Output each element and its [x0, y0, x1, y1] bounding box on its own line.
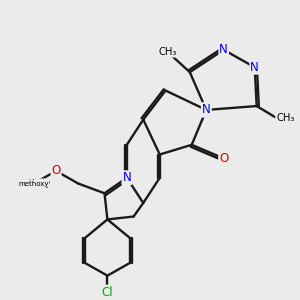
Text: N: N [219, 43, 228, 56]
Text: O: O [219, 152, 228, 165]
Text: methoxy: methoxy [17, 179, 50, 188]
Text: N: N [122, 171, 131, 184]
Text: N: N [202, 103, 211, 116]
Text: O: O [51, 164, 61, 178]
Text: N: N [202, 103, 211, 116]
Text: methoxy: methoxy [19, 181, 49, 187]
Text: CH₃: CH₃ [158, 47, 177, 57]
Text: N: N [250, 61, 259, 74]
Text: Cl: Cl [102, 286, 113, 298]
Text: CH₃: CH₃ [276, 113, 294, 123]
